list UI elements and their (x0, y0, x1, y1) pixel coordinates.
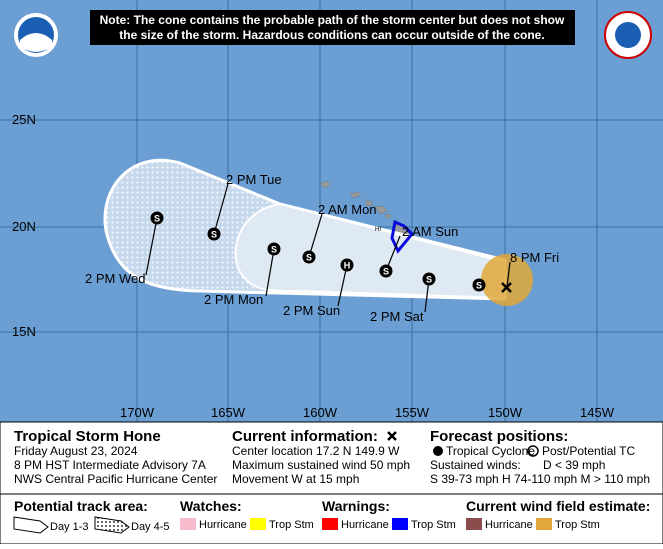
label: Day 1-3 (50, 521, 89, 533)
label: S 39-73 mph H 74-110 mph M > 110 mph (430, 472, 650, 486)
label: Hurricane (199, 519, 247, 531)
label: Potential track area: (14, 498, 148, 514)
label: Hurricane (485, 519, 533, 531)
track-label: 2 AM Sun (402, 224, 458, 239)
track-point (340, 258, 354, 272)
label: Sustained winds: (430, 458, 521, 472)
label: Current wind field estimate: (466, 498, 650, 514)
track-point (150, 211, 164, 225)
label: Tropical Cyclone (446, 444, 535, 458)
day45-icon (94, 516, 130, 534)
current-x (387, 431, 397, 441)
label: Day 4-5 (131, 521, 170, 533)
marker-letter: S (306, 253, 312, 263)
current-line: Movement W at 15 mph (232, 472, 359, 486)
forecast-title: Forecast positions: (430, 428, 568, 445)
track-point (267, 242, 281, 256)
lon-label: 165W (211, 405, 246, 420)
watch-hurricane (180, 518, 196, 530)
warn-ts (392, 518, 408, 530)
marker-letter: S (426, 275, 432, 285)
lon-label: 170W (120, 405, 155, 420)
track-label: 2 PM Sun (283, 303, 340, 318)
lon-label: 155W (395, 405, 430, 420)
lon-label: 150W (488, 405, 523, 420)
state-label: HI (375, 227, 381, 233)
lat-label: 15N (12, 324, 36, 339)
day13-icon (13, 516, 49, 534)
track-label: 8 PM Fri (510, 250, 559, 265)
detail: 8 PM HST Intermediate Advisory 7A (14, 458, 206, 472)
detail: NWS Central Pacific Hurricane Center (14, 472, 217, 486)
wind-field (481, 254, 533, 306)
lat-label: 25N (12, 112, 36, 127)
label: Trop Stm (411, 519, 456, 531)
lon-label: 160W (303, 405, 338, 420)
marker-letter: S (476, 281, 482, 291)
detail: Friday August 23, 2024 (14, 444, 138, 458)
marker-letter: S (154, 214, 160, 224)
label: Trop Stm (555, 519, 600, 531)
warn-hurricane (322, 518, 338, 530)
label: Watches: (180, 498, 242, 514)
current-line: Center location 17.2 N 149.9 W (232, 444, 400, 458)
current-title: Current information: (232, 428, 378, 445)
label: Warnings: (322, 498, 390, 514)
post-dot (527, 445, 539, 457)
label: D < 39 mph (543, 458, 605, 472)
track-label: 2 PM Mon (204, 292, 263, 307)
lon-label: 145W (580, 405, 615, 420)
track-point (207, 227, 221, 241)
track-label: 2 AM Mon (318, 202, 377, 217)
current-line: Maximum sustained wind 50 mph (232, 458, 410, 472)
wind-hurricane (466, 518, 482, 530)
track-label: 2 PM Wed (85, 271, 145, 286)
track-label: 2 PM Tue (226, 172, 282, 187)
track-point (379, 264, 393, 278)
nws-logo (604, 11, 652, 59)
leaders (145, 183, 511, 313)
label: Trop Stm (269, 519, 314, 531)
marker-letter: S (211, 230, 217, 240)
track-point (422, 272, 436, 286)
current-position (501, 282, 512, 293)
storm-name: Tropical Storm Hone (14, 428, 161, 445)
track-point (472, 278, 486, 292)
note-box (90, 10, 575, 45)
wind-ts (536, 518, 552, 530)
note-line: the size of the storm. Hazardous conditi… (119, 28, 544, 42)
cone-day13 (234, 202, 506, 300)
marker-letter: H (344, 261, 351, 271)
marker-letter: S (271, 245, 277, 255)
lat-label: 20N (12, 219, 36, 234)
tc-dot (433, 446, 443, 456)
track-point (302, 250, 316, 264)
watch-ts (250, 518, 266, 530)
label: Post/Potential TC (542, 444, 635, 458)
track-label: 2 PM Sat (370, 309, 424, 324)
noaa-logo (14, 13, 58, 57)
note-line: Note: The cone contains the probable pat… (100, 13, 565, 27)
label: Hurricane (341, 519, 389, 531)
warning-area (390, 219, 415, 254)
marker-letter: S (383, 267, 389, 277)
